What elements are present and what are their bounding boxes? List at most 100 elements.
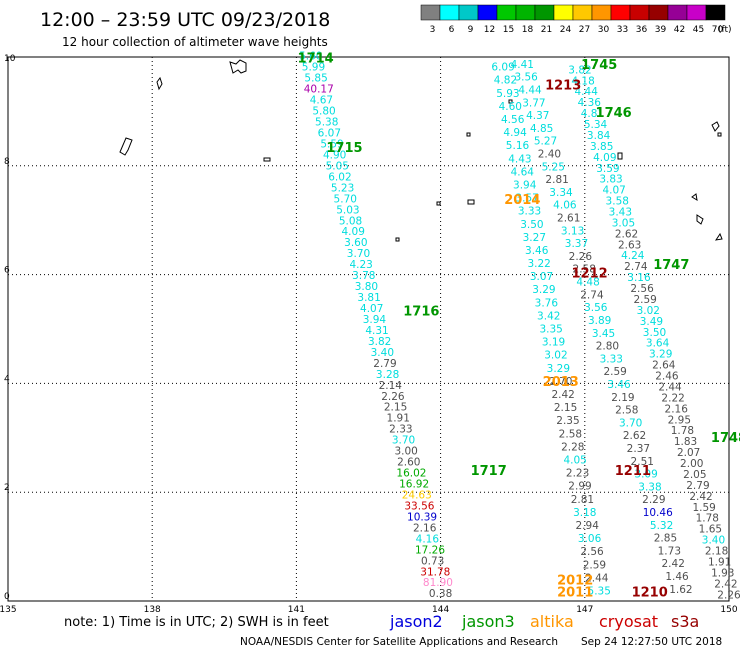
wave-height-value: 3.76 [535, 297, 559, 309]
wave-height-value: 3.29 [547, 363, 570, 375]
wave-height-value: 2.26 [381, 391, 405, 403]
wave-height-value: 2.74 [624, 261, 648, 273]
wave-height-value: 5.60 [299, 51, 322, 63]
wave-height-value: 2.44 [585, 572, 609, 584]
grid-lines [8, 57, 729, 601]
wave-height-value: 1.91 [708, 556, 731, 568]
wave-height-value: 5.32 [650, 520, 673, 532]
colorbar-label: 27 [579, 25, 590, 35]
wave-height-value: 3.82 [568, 64, 591, 76]
colorbar: 3 6 9 12 15 18 21 24 27 30 33 36 39 42 45 70(ft) [420, 4, 732, 35]
colorbar-label: 12 [484, 25, 495, 35]
wave-height-value: 4.85 [530, 123, 553, 135]
wave-height-value: 2.94 [576, 520, 600, 532]
wave-height-value: 5.38 [315, 117, 338, 129]
wave-height-value: 5.70 [334, 193, 357, 205]
colorbar-label: 39 [655, 25, 667, 35]
wave-height-value: 2.46 [655, 371, 679, 383]
colorbar-label: 33 [617, 25, 628, 35]
wave-height-value: 2.64 [652, 360, 676, 372]
colorbar-label: 70 [712, 25, 724, 35]
wave-height-value: 5.08 [339, 215, 362, 227]
wave-height-value: 3.64 [646, 338, 670, 350]
colorbar-swatch [610, 4, 631, 21]
pass-number-label: 1211 [615, 464, 651, 479]
wave-height-value: 3.09 [634, 469, 657, 481]
wave-height-value: 1.46 [665, 571, 689, 583]
wave-height-value: 3.40 [702, 535, 725, 547]
wave-height-value: 4.23 [349, 259, 372, 271]
colorbar-swatch [648, 4, 669, 21]
wave-height-value: 3.94 [513, 179, 537, 191]
wave-height-value: 3.18 [573, 507, 596, 519]
footer-timestamp: Sep 24 12:27:50 UTC 2018 [581, 636, 722, 648]
wave-height-value: 2.79 [373, 358, 396, 370]
wave-height-value: 2.18 [705, 546, 728, 558]
wave-height-value: 2.81 [545, 174, 568, 186]
wave-height-value: 3.40 [371, 347, 394, 359]
wave-height-value: 3.84 [587, 130, 611, 142]
pass-number-label: 1210 [632, 586, 668, 601]
wave-height-value: 2.35 [556, 415, 579, 427]
colorbar-label: 42 [674, 25, 685, 35]
x-tick-label: 147 [576, 605, 593, 615]
plot-border [7, 56, 730, 602]
pass-number-label: 2013 [543, 375, 579, 390]
wave-height-value: 3.05 [612, 217, 635, 229]
wave-height-value: 3.02 [637, 305, 660, 317]
satellite-legend-jason2: jason2 [389, 612, 443, 631]
colorbar-swatch [496, 4, 517, 21]
wave-height-value: 4.90 [323, 149, 346, 161]
chart-title: 12:00 – 23:59 UTC 09/23/2018 [40, 9, 330, 31]
wave-height-value: 3.34 [549, 187, 573, 199]
wave-height-value: 16.92 [399, 479, 429, 491]
wave-height-value: 40.17 [304, 84, 334, 96]
footer-note: note: 1) Time is in UTC; 2) SWH is in fe… [64, 615, 329, 630]
wave-height-value: 1.78 [671, 425, 694, 437]
wave-height-value: 4.43 [508, 153, 531, 165]
wave-height-value: 2.07 [677, 447, 700, 459]
wave-height-value: 4.36 [578, 97, 602, 109]
wave-height-value: 3.38 [638, 481, 661, 493]
wave-height-value: 1.59 [692, 502, 715, 514]
colorbar-label: 30 [598, 25, 610, 35]
colorbar-swatch [477, 4, 498, 21]
wave-height-value: 3.78 [352, 270, 375, 282]
wave-height-value: 3.70 [619, 417, 642, 429]
pass-number-label: 1714 [298, 51, 334, 66]
colorbar-swatch [439, 4, 460, 21]
pass-number-label: 1746 [596, 106, 632, 121]
wave-height-value: 3.45 [592, 328, 615, 340]
x-tick-label: 141 [288, 605, 305, 615]
wave-height-value: 4.56 [501, 114, 525, 126]
wave-height-value: 3.02 [544, 350, 567, 362]
pass-number-label: 1717 [471, 464, 507, 479]
pass-number-label: 1213 [545, 79, 581, 94]
wave-height-value: 2.29 [642, 494, 665, 506]
wave-height-value: 2.42 [662, 558, 685, 570]
wave-height-value: 3.16 [627, 272, 651, 284]
wave-height-value: 4.48 [576, 277, 599, 289]
wave-height-value: 4.07 [602, 185, 625, 197]
wave-height-value: 3.58 [606, 196, 629, 208]
wave-height-value: 3.94 [363, 314, 387, 326]
wave-height-value: 4.16 [416, 533, 440, 545]
wave-height-value: 5.85 [304, 73, 327, 85]
wave-height-value: 2.59 [603, 366, 626, 378]
wave-height-value: 5.80 [312, 106, 335, 118]
wave-height-value: 3.13 [561, 225, 584, 237]
colorbar-swatch [553, 4, 574, 21]
wave-height-value: 3.83 [599, 174, 622, 186]
wave-height-value: 2.59 [583, 559, 606, 571]
colorbar-swatch [705, 4, 726, 21]
wave-height-value: 3.89 [588, 315, 611, 327]
wave-height-value: 2.42 [551, 389, 574, 401]
wave-height-value: 3.07 [530, 271, 553, 283]
satellite-legend-cryosat: cryosat [599, 612, 658, 631]
wave-height-value: 3.56 [584, 302, 608, 314]
wave-height-value: 3.50 [520, 219, 543, 231]
wave-height-value: 2.33 [389, 424, 412, 436]
wave-height-value: 1.73 [658, 545, 681, 557]
y-tick-label: 4 [4, 374, 10, 384]
